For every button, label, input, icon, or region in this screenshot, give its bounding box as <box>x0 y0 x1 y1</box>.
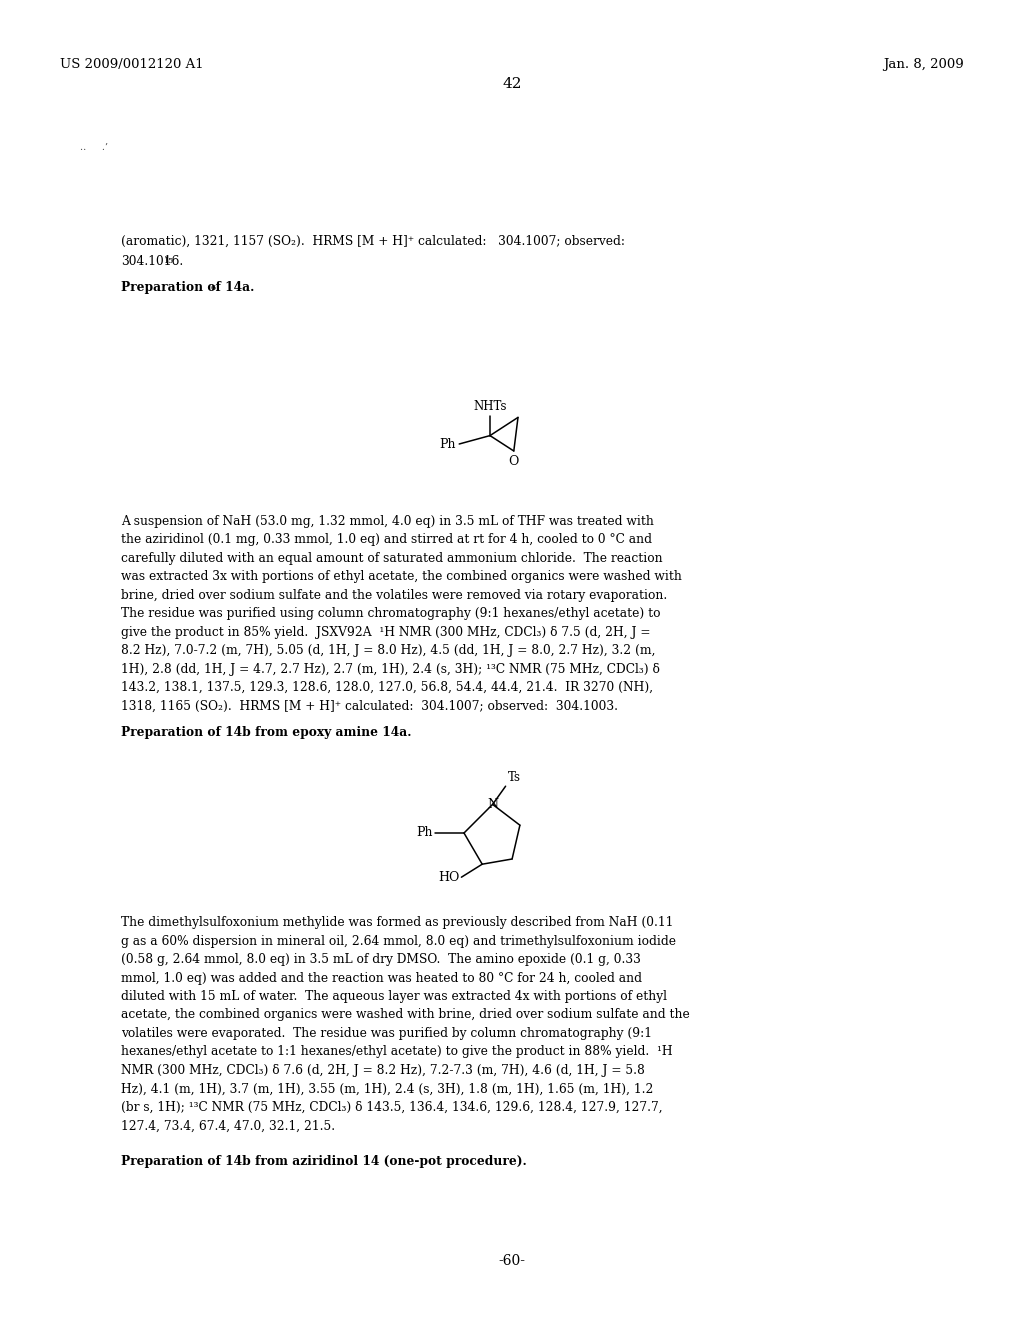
Text: acetate, the combined organics were washed with brine, dried over sodium sulfate: acetate, the combined organics were wash… <box>121 1008 689 1022</box>
Text: (br s, 1H); ¹³C NMR (75 MHz, CDCl₃) δ 143.5, 136.4, 134.6, 129.6, 128.4, 127.9, : (br s, 1H); ¹³C NMR (75 MHz, CDCl₃) δ 14… <box>121 1101 663 1114</box>
Text: NMR (300 MHz, CDCl₃) δ 7.6 (d, 2H, J = 8.2 Hz), 7.2-7.3 (m, 7H), 4.6 (d, 1H, J =: NMR (300 MHz, CDCl₃) δ 7.6 (d, 2H, J = 8… <box>121 1064 645 1077</box>
Text: g as a 60% dispersion in mineral oil, 2.64 mmol, 8.0 eq) and trimethylsulfoxoniu: g as a 60% dispersion in mineral oil, 2.… <box>121 935 676 948</box>
Text: hexanes/ethyl acetate to 1:1 hexanes/ethyl acetate) to give the product in 88% y: hexanes/ethyl acetate to 1:1 hexanes/eth… <box>121 1045 673 1059</box>
Text: give the product in 85% yield.  JSXV92A  ¹H NMR (300 MHz, CDCl₃) δ 7.5 (d, 2H, J: give the product in 85% yield. JSXV92A ¹… <box>121 626 650 639</box>
Text: (aromatic), 1321, 1157 (SO₂).  HRMS [M + H]⁺ calculated:   304.1007; observed:: (aromatic), 1321, 1157 (SO₂). HRMS [M + … <box>121 235 625 248</box>
Text: O: O <box>509 455 519 469</box>
Text: N: N <box>487 797 498 810</box>
Text: 143.2, 138.1, 137.5, 129.3, 128.6, 128.0, 127.0, 56.8, 54.4, 44.4, 21.4.  IR 327: 143.2, 138.1, 137.5, 129.3, 128.6, 128.0… <box>121 681 653 694</box>
Text: was extracted 3x with portions of ethyl acetate, the combined organics were wash: was extracted 3x with portions of ethyl … <box>121 570 682 583</box>
Text: Preparation of 14b from aziridinol 14 (one-pot procedure).: Preparation of 14b from aziridinol 14 (o… <box>121 1155 526 1168</box>
Text: -60-: -60- <box>499 1254 525 1269</box>
Text: 8.2 Hz), 7.0-7.2 (m, 7H), 5.05 (d, 1H, J = 8.0 Hz), 4.5 (dd, 1H, J = 8.0, 2.7 Hz: 8.2 Hz), 7.0-7.2 (m, 7H), 5.05 (d, 1H, J… <box>121 644 655 657</box>
Text: Preparation of 14a.: Preparation of 14a. <box>121 281 254 294</box>
Text: 127.4, 73.4, 67.4, 47.0, 32.1, 21.5.: 127.4, 73.4, 67.4, 47.0, 32.1, 21.5. <box>121 1119 335 1133</box>
Text: mmol, 1.0 eq) was added and the reaction was heated to 80 °C for 24 h, cooled an: mmol, 1.0 eq) was added and the reaction… <box>121 972 642 985</box>
Text: Jan. 8, 2009: Jan. 8, 2009 <box>884 58 964 71</box>
Text: 42: 42 <box>502 77 522 91</box>
Text: Hz), 4.1 (m, 1H), 3.7 (m, 1H), 3.55 (m, 1H), 2.4 (s, 3H), 1.8 (m, 1H), 1.65 (m, : Hz), 4.1 (m, 1H), 3.7 (m, 1H), 3.55 (m, … <box>121 1082 653 1096</box>
Text: Preparation of 14b from epoxy amine 14a.: Preparation of 14b from epoxy amine 14a. <box>121 726 412 739</box>
Text: Ph: Ph <box>416 826 432 840</box>
Text: brine, dried over sodium sulfate and the volatiles were removed via rotary evapo: brine, dried over sodium sulfate and the… <box>121 589 667 602</box>
Text: 6: 6 <box>210 284 215 292</box>
Text: (0.58 g, 2.64 mmol, 8.0 eq) in 3.5 mL of dry DMSO.  The amino epoxide (0.1 g, 0.: (0.58 g, 2.64 mmol, 8.0 eq) in 3.5 mL of… <box>121 953 641 966</box>
Text: volatiles were evaporated.  The residue was purified by column chromatography (9: volatiles were evaporated. The residue w… <box>121 1027 652 1040</box>
Text: carefully diluted with an equal amount of saturated ammonium chloride.  The reac: carefully diluted with an equal amount o… <box>121 552 663 565</box>
Text: The dimethylsulfoxonium methylide was formed as previously described from NaH (0: The dimethylsulfoxonium methylide was fo… <box>121 916 673 929</box>
Text: HO: HO <box>438 871 460 883</box>
Text: diluted with 15 mL of water.  The aqueous layer was extracted 4x with portions o: diluted with 15 mL of water. The aqueous… <box>121 990 667 1003</box>
Text: NHTs: NHTs <box>473 400 507 413</box>
Text: US 2009/0012120 A1: US 2009/0012120 A1 <box>60 58 204 71</box>
Text: 15: 15 <box>163 257 173 265</box>
Text: ..     .’: .. .’ <box>80 143 108 152</box>
Text: Ph: Ph <box>439 437 457 450</box>
Text: The residue was purified using column chromatography (9:1 hexanes/ethyl acetate): The residue was purified using column ch… <box>121 607 660 620</box>
Text: 1H), 2.8 (dd, 1H, J = 4.7, 2.7 Hz), 2.7 (m, 1H), 2.4 (s, 3H); ¹³C NMR (75 MHz, C: 1H), 2.8 (dd, 1H, J = 4.7, 2.7 Hz), 2.7 … <box>121 663 659 676</box>
Text: Ts: Ts <box>508 771 520 784</box>
Text: 1318, 1165 (SO₂).  HRMS [M + H]⁺ calculated:  304.1007; observed:  304.1003.: 1318, 1165 (SO₂). HRMS [M + H]⁺ calculat… <box>121 700 617 713</box>
Text: A suspension of NaH (53.0 mg, 1.32 mmol, 4.0 eq) in 3.5 mL of THF was treated wi: A suspension of NaH (53.0 mg, 1.32 mmol,… <box>121 515 653 528</box>
Text: the aziridinol (0.1 mg, 0.33 mmol, 1.0 eq) and stirred at rt for 4 h, cooled to : the aziridinol (0.1 mg, 0.33 mmol, 1.0 e… <box>121 533 652 546</box>
Text: 304.1016.: 304.1016. <box>121 255 183 268</box>
